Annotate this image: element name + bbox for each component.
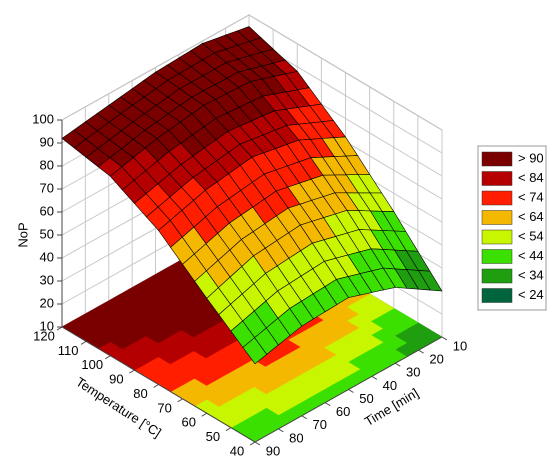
legend-swatch	[481, 249, 513, 264]
tick-mark	[104, 355, 111, 360]
tick-mark	[80, 340, 87, 345]
surface-cell	[242, 337, 268, 365]
tick-mark	[177, 398, 183, 403]
y-tick-label: 10	[453, 338, 467, 353]
tick-mark	[153, 384, 159, 388]
x-tick-label: 100	[81, 357, 103, 372]
z-tick-label: 10	[40, 318, 54, 333]
z-tick-label: 20	[40, 295, 54, 310]
y-tick-label: 40	[383, 378, 397, 393]
tick-mark	[348, 389, 354, 393]
legend-swatch	[481, 190, 513, 206]
tick-mark	[225, 427, 232, 432]
y-tick-label: 20	[429, 352, 443, 367]
legend-label: < 34	[518, 267, 544, 282]
tick-mark	[324, 402, 331, 407]
tick-mark	[56, 326, 63, 331]
x-tick-label: 70	[157, 400, 171, 415]
legend-label: < 84	[518, 170, 544, 185]
tick-mark	[418, 349, 424, 354]
x-tick-label: 80	[133, 386, 147, 401]
z-tick-label: 40	[40, 249, 54, 264]
tick-mark	[394, 362, 401, 367]
y-tick-label: 80	[289, 430, 303, 445]
x-tick-label: 40	[230, 443, 244, 458]
z-tick-label: 30	[40, 272, 54, 287]
x-tick-label: 90	[109, 372, 123, 387]
y-tick-label: 60	[336, 404, 350, 419]
legend-label: > 90	[518, 150, 544, 165]
x-tick-label: 110	[58, 343, 79, 358]
tick-mark	[201, 412, 208, 417]
z-tick-label: 100	[32, 111, 54, 126]
legend-label: < 44	[518, 248, 544, 263]
x-tick-label: 50	[206, 429, 220, 444]
legend-swatch	[481, 288, 513, 303]
tick-mark	[254, 441, 261, 446]
legend-swatch	[481, 268, 513, 284]
legend-label: < 64	[518, 209, 544, 224]
y-tick-label: 70	[313, 417, 327, 432]
y-tick-label: 30	[406, 365, 420, 380]
x-tick-label: 120	[33, 328, 55, 343]
legend-swatch	[481, 171, 513, 186]
legend-swatch	[481, 210, 513, 225]
legend-label: < 54	[518, 228, 544, 243]
legend-swatch	[481, 151, 513, 167]
legend-label: < 74	[518, 189, 544, 204]
z-tick-label: 90	[40, 134, 54, 149]
legend-label: < 24	[518, 287, 544, 302]
tick-mark	[441, 336, 448, 341]
x-tick-label: 60	[182, 415, 196, 430]
z-axis-title: NoP	[15, 222, 30, 247]
y-tick-label: 90	[266, 443, 280, 458]
tick-mark	[301, 415, 308, 420]
tick-mark	[249, 441, 256, 446]
z-tick-label: 80	[40, 157, 54, 172]
tick-mark	[278, 428, 284, 433]
z-tick-label: 60	[40, 203, 54, 218]
tick-mark	[371, 375, 378, 380]
z-tick-label: 70	[40, 180, 54, 195]
y-tick-label: 50	[359, 391, 373, 406]
legend-swatch	[481, 229, 513, 245]
tick-mark	[129, 369, 135, 374]
z-tick-label: 50	[40, 226, 54, 241]
